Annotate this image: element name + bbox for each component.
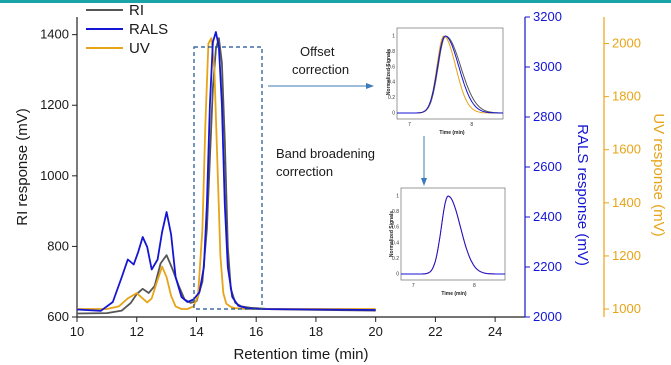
- uv-axis-label: UV response (mV): [650, 113, 667, 236]
- left-tick-label: 600: [47, 309, 69, 324]
- rals-tick-label: 2200: [533, 259, 562, 274]
- series-lines: [76, 31, 376, 315]
- inset-y-tick-label: 0.6: [392, 225, 399, 231]
- uv-tick-label: 1800: [612, 89, 641, 104]
- inset1-rals-curve: [397, 35, 503, 114]
- inset1-ticks: 0 0.2 0.4 0.6 0.8 1 7 8: [388, 34, 473, 129]
- inset-y-tick-label: 1: [396, 194, 399, 200]
- inset1-xlabel: Time (min): [439, 130, 465, 136]
- uv-tick-label: 1000: [612, 301, 641, 316]
- peak-selection-box: [193, 46, 263, 310]
- inset-x-tick-label: 7: [408, 122, 411, 128]
- uv-tick-label: 2000: [612, 36, 641, 51]
- inset-offset-correction: Normalized Signals Time (min) 0 0.2 0.4 0.6…: [386, 27, 504, 136]
- x-axis-label: Retention time (min): [233, 346, 368, 363]
- left-ticks: 600 800 1000 1200 1400: [40, 27, 77, 324]
- offset-arrow-head: [366, 83, 374, 89]
- uv-tick-label: 1600: [612, 142, 641, 157]
- x-ticks: 10 12 14 16 18 20 22 24: [70, 317, 502, 339]
- inset2-rals-curve: [401, 195, 505, 275]
- left-tick-label: 1400: [40, 27, 69, 42]
- rals-tick-label: 2400: [533, 209, 562, 224]
- x-tick-label: 24: [488, 324, 502, 339]
- uv-tick-label: 1400: [612, 195, 641, 210]
- rals-tick-label: 2000: [533, 309, 562, 324]
- inset2-ylabel: Normalized Signals: [389, 211, 395, 257]
- legend-label-ri: RI: [129, 2, 144, 19]
- series-line-rals: [76, 31, 376, 312]
- inset-y-tick-label: 0.2: [392, 256, 399, 262]
- inset-x-tick-label: 8: [473, 283, 476, 289]
- rals-tick-label: 3000: [533, 59, 562, 74]
- inset-y-tick-label: 0.8: [388, 49, 395, 55]
- series-line-uv: [77, 37, 376, 310]
- x-tick-label: 18: [309, 324, 323, 339]
- band-annotation-line2: correction: [276, 164, 333, 179]
- x-tick-label: 10: [70, 324, 84, 339]
- legend: RI RALS UV: [86, 2, 168, 57]
- left-tick-label: 1000: [40, 168, 69, 183]
- offset-annotation-line2: correction: [292, 62, 349, 77]
- inset-y-tick-label: 0.6: [388, 64, 395, 70]
- uv-tick-label: 1200: [612, 248, 641, 263]
- left-tick-label: 800: [47, 238, 69, 253]
- x-tick-label: 22: [428, 324, 442, 339]
- x-tick-label: 20: [368, 324, 382, 339]
- legend-label-uv: UV: [129, 40, 150, 57]
- inset2-curves: [401, 195, 505, 275]
- inset2-ticks: 0 0.2 0.4 0.6 0.8 1 7 8: [392, 194, 476, 290]
- band-arrow-head: [421, 178, 427, 186]
- inset-y-tick-label: 0.2: [388, 95, 395, 101]
- left-axis-label: RI response (mV): [14, 108, 31, 226]
- rals-tick-label: 3200: [533, 9, 562, 24]
- inset-y-tick-label: 0: [396, 272, 399, 278]
- rals-axis-label: RALS response (mV): [574, 124, 591, 266]
- inset-y-tick-label: 0.8: [392, 209, 399, 215]
- inset-y-tick-label: 0.4: [392, 240, 399, 246]
- top-accent-bar: [0, 0, 671, 3]
- inset1-curves: [397, 35, 504, 114]
- band-annotation-line1: Band broadening: [276, 146, 375, 161]
- inset1-frame: [396, 27, 504, 120]
- inset-x-tick-label: 7: [412, 283, 415, 289]
- rals-tick-label: 2600: [533, 159, 562, 174]
- inset1-ylabel: Normalized Signals: [386, 49, 392, 95]
- inset2-xlabel: Time (min): [441, 291, 467, 297]
- x-tick-label: 12: [129, 324, 143, 339]
- inset-y-tick-label: 0: [392, 111, 395, 117]
- uv-ticks: 1000 1200 1400 1600 1800 2000: [604, 36, 641, 316]
- inset-y-tick-label: 0.4: [388, 80, 395, 86]
- inset-band-broadening-correction: Normalized Signals Time (min) 0 0.2 0.4 0.6…: [389, 187, 506, 297]
- legend-label-rals: RALS: [129, 21, 168, 38]
- inset-x-tick-label: 8: [470, 122, 473, 128]
- rals-ticks: 2000 2200 2400 2600 2800 3000 3200: [525, 9, 562, 324]
- rals-tick-label: 2800: [533, 109, 562, 124]
- x-tick-label: 16: [249, 324, 263, 339]
- x-tick-label: 14: [189, 324, 203, 339]
- offset-annotation-line1: Offset: [300, 44, 335, 59]
- left-tick-label: 1200: [40, 97, 69, 112]
- inset-y-tick-label: 1: [392, 34, 395, 40]
